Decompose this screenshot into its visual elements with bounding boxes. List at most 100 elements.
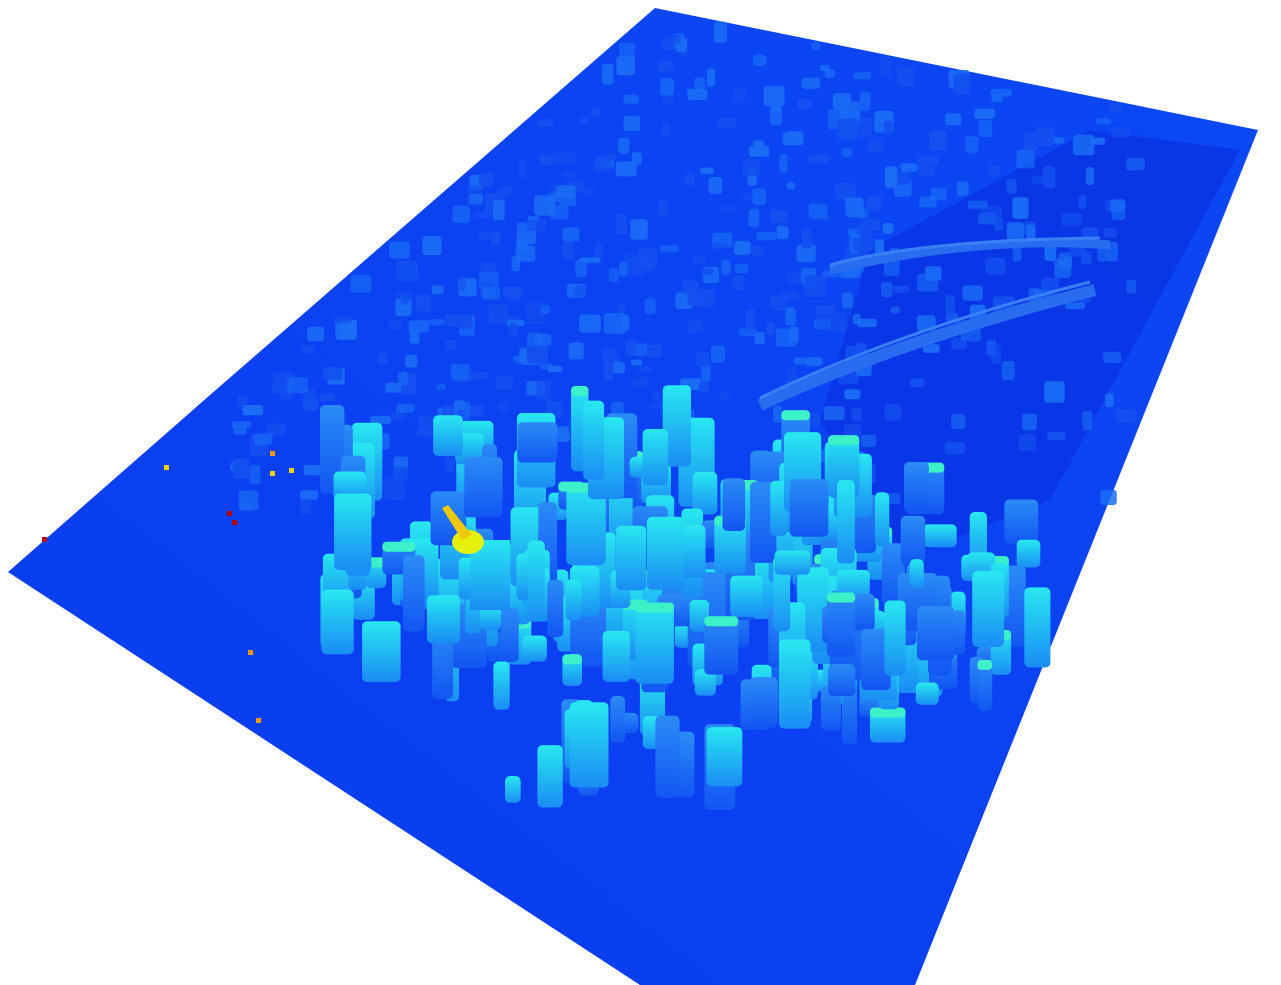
low-building [766, 322, 775, 336]
low-building [700, 167, 714, 174]
low-building [745, 309, 756, 330]
low-building [1109, 200, 1126, 212]
low-building [1064, 302, 1086, 310]
low-building [988, 165, 1000, 177]
low-building [781, 291, 799, 300]
low-building [684, 173, 695, 186]
low-building [695, 352, 710, 367]
outlier-points [42, 451, 294, 723]
low-building [619, 261, 628, 277]
low-building [1115, 409, 1137, 423]
tall-building [432, 627, 453, 699]
low-building [459, 401, 471, 420]
low-building [1082, 411, 1093, 431]
low-building [254, 433, 273, 445]
low-building [303, 465, 323, 476]
low-building [389, 241, 410, 259]
low-building [991, 95, 1004, 103]
low-building [820, 64, 830, 72]
low-building [422, 236, 442, 256]
tall-building [642, 429, 668, 486]
low-building [555, 185, 575, 198]
low-building [840, 101, 861, 123]
low-building [785, 307, 796, 326]
tall-building [583, 400, 605, 481]
low-building [770, 105, 782, 126]
low-building [319, 393, 336, 402]
low-building [896, 67, 915, 87]
low-building [786, 182, 796, 190]
low-building [837, 118, 858, 141]
low-building [409, 329, 420, 344]
low-building [860, 91, 871, 111]
bridges [757, 236, 1111, 411]
low-building [687, 319, 704, 334]
low-building [338, 319, 357, 340]
low-building [867, 140, 884, 153]
low-building [397, 371, 408, 386]
high-rooftop [869, 707, 906, 718]
low-building [917, 156, 940, 166]
high-rooftop [571, 386, 589, 396]
low-building [612, 361, 625, 374]
low-building [827, 313, 847, 333]
low-building [1061, 212, 1082, 227]
low-building [1100, 490, 1117, 505]
low-building [625, 339, 637, 356]
low-building [615, 161, 637, 177]
low-building [860, 434, 877, 448]
low-building [733, 241, 751, 255]
low-building [884, 166, 898, 188]
tall-building [820, 685, 841, 731]
tall-building [321, 589, 354, 655]
low-building [603, 313, 626, 334]
high-rooftop [562, 654, 582, 665]
low-building [687, 290, 701, 306]
low-building [742, 159, 761, 176]
low-building [985, 257, 1006, 275]
low-building [562, 241, 575, 260]
low-building [538, 155, 555, 166]
low-building [445, 314, 465, 327]
low-building [881, 282, 893, 297]
low-building [841, 292, 853, 309]
outlier-point [227, 511, 232, 516]
low-building [637, 366, 653, 373]
high-rooftop [704, 616, 739, 627]
low-building [495, 375, 513, 391]
low-building [618, 137, 630, 154]
low-building [468, 371, 489, 379]
low-building [866, 195, 883, 212]
low-building [623, 115, 641, 131]
low-building [917, 273, 939, 292]
tall-building [826, 592, 856, 657]
low-building [630, 359, 643, 366]
low-building [990, 344, 1002, 364]
low-building [287, 377, 308, 394]
low-building [573, 285, 587, 297]
low-building [584, 317, 595, 331]
low-building [477, 232, 491, 240]
tall-building [505, 776, 521, 803]
low-building [732, 275, 744, 291]
low-building [623, 94, 640, 104]
low-building [910, 378, 925, 388]
low-building [956, 181, 969, 196]
low-building [479, 172, 494, 188]
low-building [717, 117, 736, 128]
low-building [271, 382, 284, 391]
tall-building [972, 571, 1005, 647]
tall-building [635, 602, 674, 684]
peak-tower-spire [442, 505, 472, 540]
low-building [249, 464, 261, 485]
low-building [763, 86, 785, 107]
low-building [756, 231, 777, 241]
low-building [303, 396, 319, 411]
low-building [706, 68, 716, 87]
low-building [851, 407, 862, 422]
tall-building [433, 415, 463, 456]
tall-building [547, 579, 564, 638]
tall-building [770, 480, 787, 536]
